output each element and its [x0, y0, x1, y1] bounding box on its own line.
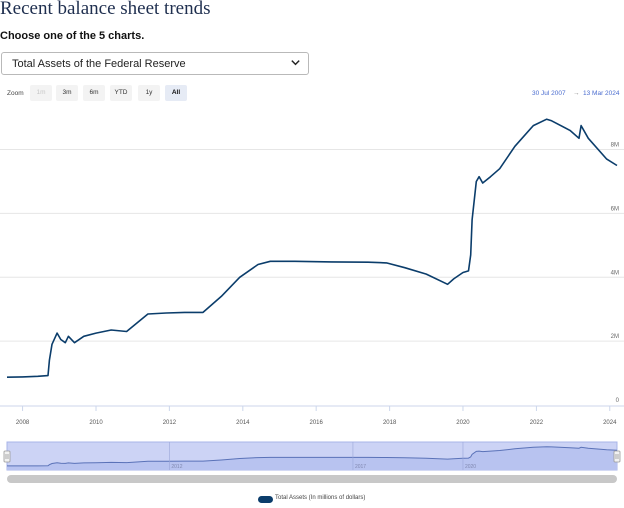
navigator-area — [7, 446, 617, 470]
zoom-button-1y[interactable]: 1y — [138, 85, 160, 101]
navigator-series-line — [7, 446, 618, 467]
gridlines — [0, 149, 624, 342]
x-tick-label: 2014 — [236, 420, 250, 426]
zoom-label: Zoom — [7, 90, 24, 97]
series-layer — [6, 118, 618, 378]
zoom-button-3m[interactable]: 3m — [56, 85, 78, 101]
page-title: Recent balance sheet trends — [0, 0, 211, 19]
series-line-total-assets — [6, 118, 618, 378]
range-separator: → — [573, 90, 580, 97]
navigator-handle-left[interactable] — [3, 450, 11, 463]
x-tick-label: 2010 — [89, 420, 103, 426]
y-tick-label: 2M — [611, 334, 619, 340]
legend-swatch — [258, 496, 273, 503]
zoom-button-ytd[interactable]: YTD — [110, 85, 132, 101]
chart-instruction: Choose one of the 5 charts. — [0, 30, 145, 42]
y-tick-label: 6M — [611, 206, 619, 212]
y-axis-labels: 0 2M 4M 6M 8M — [611, 143, 620, 404]
x-tick-label: 2016 — [309, 420, 323, 426]
navigator-scrollbar[interactable] — [7, 475, 617, 483]
zoom-button-6m[interactable]: 6m — [83, 85, 105, 101]
navigator: 2012 2017 2020 — [3, 441, 621, 483]
y-tick-label: 8M — [611, 143, 619, 149]
x-tick-label: 2008 — [16, 420, 30, 426]
x-tick-label: 2018 — [383, 420, 397, 426]
y-tick-label: 4M — [611, 270, 619, 276]
y-tick-label: 0 — [616, 398, 620, 404]
x-tick-label: 2024 — [603, 420, 617, 426]
range-to-date[interactable]: 13 Mar 2024 — [583, 90, 620, 97]
navigator-handle-right[interactable] — [613, 450, 621, 463]
navigator-tick-label: 2017 — [355, 464, 366, 470]
chart-selector-value: Total Assets of the Federal Reserve — [12, 58, 186, 70]
zoom-button-all[interactable]: All — [165, 85, 187, 101]
range-from-date[interactable]: 30 Jul 2007 — [532, 90, 566, 97]
zoom-button-1m[interactable]: 1m — [30, 85, 52, 101]
legend-label: Total Assets (In millions of dollars) — [275, 495, 366, 501]
x-tick-label: 2020 — [456, 420, 470, 426]
chevron-down-icon — [291, 60, 300, 66]
navigator-tick-label: 2012 — [171, 464, 182, 470]
x-tick-label: 2012 — [163, 420, 177, 426]
x-tick-label: 2022 — [530, 420, 544, 426]
chart-selector-dropdown[interactable]: Total Assets of the Federal Reserve — [1, 52, 309, 75]
navigator-tick-label: 2020 — [465, 464, 476, 470]
x-axis-ticks: 2008 2010 2012 2014 2016 2018 2020 2022 2024 — [16, 406, 617, 426]
